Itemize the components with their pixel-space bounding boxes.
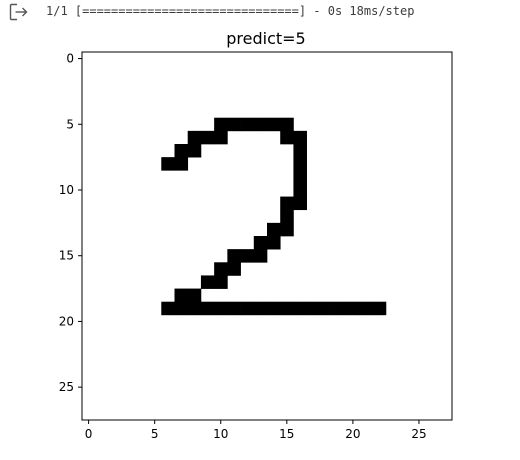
pixel-cell	[214, 301, 228, 316]
pixel-cell	[253, 249, 268, 263]
pixel-cell	[187, 301, 202, 316]
x-tick-label: 15	[279, 427, 294, 441]
pixel-cell	[161, 301, 175, 316]
pixel-cell	[200, 275, 215, 289]
pixel-cell	[214, 262, 228, 276]
x-tick-label: 10	[213, 427, 228, 441]
pixel-cell	[227, 117, 241, 132]
pixel-cell	[372, 301, 387, 316]
image-plot: predict=5 0 5 10 15 20 25 0 5 10 15 20 25	[59, 29, 453, 441]
pixel-cell	[293, 196, 307, 211]
x-tick-label: 20	[345, 427, 360, 441]
y-tick-label: 20	[59, 314, 74, 328]
pixel-cell	[187, 144, 202, 158]
pixel-cell	[280, 222, 294, 237]
pixel-cell	[280, 117, 294, 132]
pixel-cell	[293, 183, 307, 197]
y-tick-label: 25	[59, 380, 74, 394]
pixel-cell	[267, 117, 281, 132]
cell-output-bar: 1/1 [==============================] - 0…	[0, 0, 520, 24]
pixel-cell	[333, 301, 347, 316]
y-tick-label: 0	[66, 52, 74, 66]
prediction-figure: predict=5 0 5 10 15 20 25 0 5 10 15 20 25	[0, 24, 520, 460]
pixel-cell	[240, 301, 255, 316]
y-tick-label: 15	[59, 249, 74, 263]
y-tick-label: 5	[66, 117, 74, 131]
pixel-cell	[227, 262, 241, 276]
pixel-cell	[187, 130, 202, 145]
pixel-cell	[227, 249, 241, 263]
pixel-cell	[293, 170, 307, 184]
axes-frame	[81, 51, 453, 421]
x-tick-label: 5	[151, 427, 159, 441]
axis-ticks: 0 5 10 15 20 25 0 5 10 15 20 25	[59, 52, 427, 441]
x-tick-label: 0	[85, 427, 93, 441]
pixel-cell	[214, 117, 228, 132]
pixel-cell	[174, 157, 189, 171]
pixel-cell	[200, 301, 215, 316]
pixel-cell	[293, 301, 307, 316]
pixel-cell	[253, 117, 268, 132]
pixel-cell	[267, 301, 281, 316]
pixel-cell	[306, 301, 321, 316]
pixel-cell	[174, 288, 189, 303]
pixel-grid	[161, 117, 387, 316]
pixel-cell	[161, 157, 175, 171]
pixel-cell	[214, 130, 228, 145]
pixel-cell	[359, 301, 374, 316]
y-tick-label: 10	[59, 183, 74, 197]
pixel-cell	[293, 157, 307, 171]
pixel-cell	[280, 209, 294, 224]
pixel-cell	[214, 275, 228, 289]
pixel-cell	[253, 301, 268, 316]
pixel-cell	[293, 144, 307, 158]
pixel-cell	[280, 301, 294, 316]
pixel-cell	[174, 301, 189, 316]
progress-log-line: 1/1 [==============================] - 0…	[46, 4, 415, 18]
pixel-cell	[227, 301, 241, 316]
pixel-cell	[253, 236, 268, 250]
pixel-cell	[346, 301, 360, 316]
plot-title: predict=5	[226, 29, 305, 48]
output-redirect-icon[interactable]	[9, 3, 29, 21]
pixel-cell	[187, 288, 202, 303]
pixel-cell	[267, 222, 281, 237]
pixel-cell	[293, 130, 307, 145]
pixel-cell	[267, 236, 281, 250]
pixel-cell	[280, 130, 294, 145]
pixel-cell	[240, 117, 255, 132]
pixel-cell	[200, 130, 215, 145]
pixel-cell	[174, 144, 189, 158]
pixel-cell	[319, 301, 334, 316]
pixel-cell	[280, 196, 294, 211]
pixel-cell	[240, 249, 255, 263]
x-tick-label: 25	[411, 427, 426, 441]
